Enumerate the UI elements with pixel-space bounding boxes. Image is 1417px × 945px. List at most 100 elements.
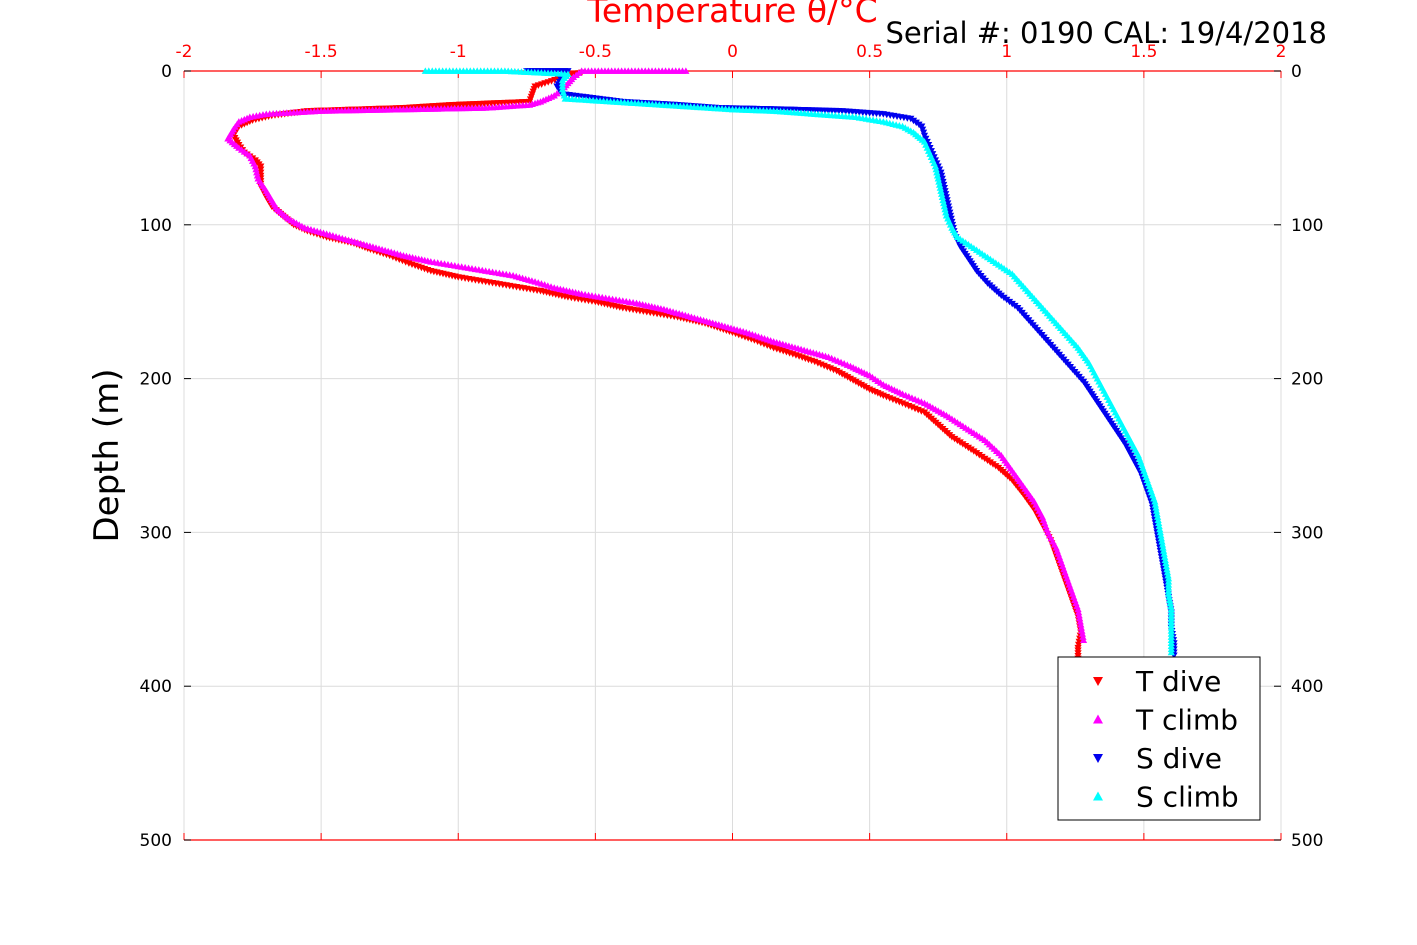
- legend-item: T climb: [1093, 704, 1238, 737]
- legend-item: T dive: [1093, 665, 1221, 698]
- data-point: [1078, 627, 1086, 634]
- data-point: [1151, 498, 1159, 505]
- legend: T dive T climb S dive S climb: [1057, 656, 1261, 821]
- x-tick-label: 2: [1276, 42, 1287, 62]
- data-point: [933, 168, 941, 176]
- data-point: [940, 199, 948, 207]
- data-point: [1075, 611, 1083, 619]
- data-point: [936, 184, 944, 191]
- data-point: [938, 193, 946, 200]
- data-point: [1160, 547, 1168, 554]
- data-point: [1157, 534, 1166, 542]
- data-point: [935, 181, 944, 188]
- data-point: [1153, 513, 1162, 520]
- data-point: [1152, 504, 1160, 511]
- data-point: [1075, 608, 1083, 616]
- y-tick-label-left: 100: [140, 216, 172, 236]
- data-point: [1159, 544, 1167, 551]
- data-point: [1163, 565, 1171, 573]
- data-point: [1153, 510, 1161, 517]
- legend-item: S dive: [1093, 742, 1222, 775]
- x-tick-label: -0.5: [579, 42, 612, 62]
- legend-marker: [1093, 677, 1103, 686]
- y-tick-label-right: 500: [1291, 831, 1323, 851]
- x-axis-ticks: -2 -1.5 -1 -0.5 0 0.5 1 1.5 2: [176, 42, 1287, 840]
- data-point: [1076, 618, 1084, 625]
- data-point: [1161, 556, 1169, 563]
- data-point: [942, 208, 950, 216]
- data-point: [1164, 571, 1172, 579]
- legend-label: T dive: [1135, 665, 1221, 698]
- legend-marker: [1093, 714, 1103, 724]
- data-point: [931, 162, 940, 170]
- data-point: [1077, 624, 1085, 631]
- y-tick-label-left: 500: [140, 831, 172, 851]
- data-point: [1152, 507, 1161, 514]
- data-point: [1155, 522, 1163, 530]
- y-tick-label-right: 200: [1291, 370, 1323, 390]
- data-point: [1161, 553, 1169, 560]
- y-tick-label-left: 300: [140, 523, 172, 543]
- legend-label: T climb: [1135, 704, 1238, 737]
- data-point: [1079, 633, 1087, 640]
- x-axis-label: Temperature θ/°C: [586, 0, 877, 30]
- data-point: [1079, 636, 1088, 643]
- data-point: [251, 162, 259, 170]
- data-point: [1077, 621, 1085, 628]
- x-tick-label: 0: [727, 42, 738, 62]
- chart-title: Serial #: 0190 CAL: 19/4/2018: [885, 16, 1327, 50]
- series-layer: [224, 67, 1178, 663]
- data-point: [1162, 562, 1170, 570]
- data-point: [932, 165, 940, 173]
- data-point: [935, 178, 943, 185]
- x-tick-label: 0.5: [856, 42, 883, 62]
- data-point: [253, 168, 261, 176]
- data-point: [1164, 590, 1173, 597]
- x-tick-label: -1.5: [305, 42, 338, 62]
- data-point: [1166, 596, 1174, 603]
- x-tick-label: 1.5: [1130, 42, 1157, 62]
- data-point: [1158, 538, 1166, 545]
- legend-marker: [1093, 791, 1103, 801]
- data-point: [938, 190, 946, 197]
- y-axis-label: Depth (m): [87, 368, 127, 542]
- data-point: [1165, 593, 1173, 600]
- legend-label: S dive: [1136, 742, 1222, 775]
- data-point: [1157, 531, 1165, 539]
- data-point: [1151, 501, 1159, 508]
- data-point: [1076, 614, 1084, 622]
- data-point: [1160, 550, 1168, 557]
- data-point: [940, 202, 948, 210]
- x-tick-label: -1: [450, 42, 467, 62]
- data-point: [1163, 568, 1172, 576]
- legend-label: S climb: [1136, 781, 1239, 814]
- y-tick-label-right: 0: [1291, 62, 1302, 82]
- y-tick-label-right: 100: [1291, 216, 1323, 236]
- data-point: [252, 165, 260, 173]
- data-point: [934, 175, 942, 182]
- data-point: [1156, 525, 1164, 533]
- legend-marker: [1093, 754, 1103, 763]
- legend-box: [1057, 656, 1261, 821]
- y-tick-label-left: 200: [140, 370, 172, 390]
- series-t-climb: [224, 67, 1088, 643]
- data-point: [1167, 602, 1175, 610]
- data-point: [1162, 559, 1170, 567]
- x-tick-label: 1: [1001, 42, 1012, 62]
- data-point: [1154, 516, 1162, 523]
- series-t-dive: [229, 69, 1085, 663]
- y-axis-ticks: 0 0 100 100 200 200 300 300 400 400 500 500: [140, 62, 1324, 851]
- data-point: [941, 205, 949, 213]
- series-s-climb: [421, 67, 1175, 656]
- data-point: [1156, 528, 1164, 536]
- data-point: [1167, 648, 1175, 656]
- data-point: [1166, 599, 1174, 607]
- data-point: [933, 171, 942, 179]
- data-point: [937, 187, 945, 194]
- data-point: [939, 196, 947, 204]
- data-point: [253, 171, 261, 179]
- y-tick-label-right: 400: [1291, 677, 1323, 697]
- data-point: [1074, 605, 1082, 613]
- data-point: [1158, 541, 1167, 548]
